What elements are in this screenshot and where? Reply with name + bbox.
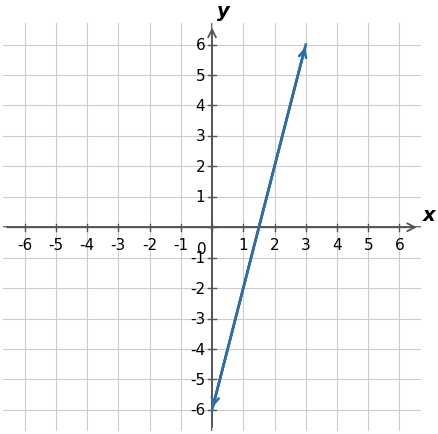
Text: 0: 0 [197,241,206,256]
Text: -2: -2 [142,237,157,253]
Text: 5: 5 [195,69,205,83]
Text: 2: 2 [270,237,279,253]
Text: -5: -5 [190,372,205,387]
Text: 5: 5 [364,237,373,253]
Text: -1: -1 [190,250,205,266]
Text: -5: -5 [48,237,64,253]
Text: y: y [217,2,230,21]
Text: -1: -1 [173,237,188,253]
Text: -6: -6 [17,237,32,253]
Text: -3: -3 [190,311,205,326]
Text: 1: 1 [238,237,248,253]
Text: -2: -2 [190,281,205,296]
Text: 4: 4 [332,237,342,253]
Text: 3: 3 [301,237,311,253]
Text: 6: 6 [195,38,205,53]
Text: -6: -6 [190,402,205,418]
Text: x: x [423,205,435,224]
Text: 2: 2 [195,160,205,174]
Text: 6: 6 [395,237,404,253]
Text: 4: 4 [195,99,205,114]
Text: -3: -3 [111,237,126,253]
Text: 1: 1 [195,190,205,205]
Text: -4: -4 [190,342,205,357]
Text: -4: -4 [80,237,95,253]
Text: 3: 3 [195,129,205,144]
